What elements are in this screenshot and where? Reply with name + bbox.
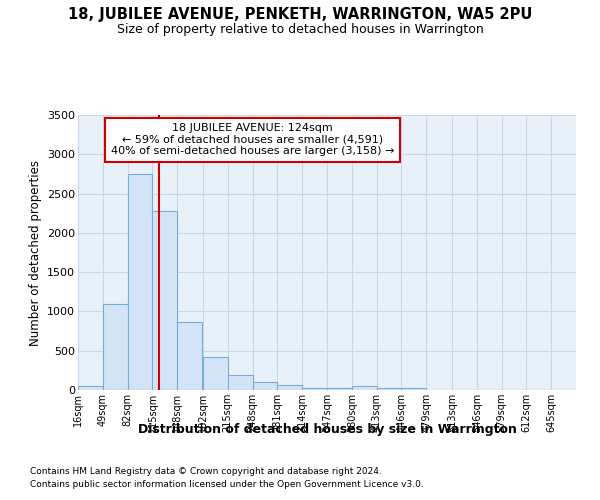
Text: Contains HM Land Registry data © Crown copyright and database right 2024.: Contains HM Land Registry data © Crown c… [30,468,382,476]
Bar [103,304,128,390]
Bar [253,382,277,390]
Text: Contains public sector information licensed under the Open Government Licence v3: Contains public sector information licen… [30,480,424,489]
Bar [128,174,152,390]
Bar [327,388,352,390]
Bar [277,385,302,390]
Bar [401,388,426,390]
Bar [78,386,103,390]
Text: Distribution of detached houses by size in Warrington: Distribution of detached houses by size … [137,422,517,436]
Bar [152,211,177,390]
Bar [203,357,228,390]
Text: 18 JUBILEE AVENUE: 124sqm
← 59% of detached houses are smaller (4,591)
40% of se: 18 JUBILEE AVENUE: 124sqm ← 59% of detac… [110,123,394,156]
Bar [377,388,401,390]
Text: 18, JUBILEE AVENUE, PENKETH, WARRINGTON, WA5 2PU: 18, JUBILEE AVENUE, PENKETH, WARRINGTON,… [68,8,532,22]
Bar [302,388,327,390]
Bar [177,322,202,390]
Bar [352,386,377,390]
Text: Size of property relative to detached houses in Warrington: Size of property relative to detached ho… [116,22,484,36]
Bar [228,376,253,390]
Y-axis label: Number of detached properties: Number of detached properties [29,160,41,346]
